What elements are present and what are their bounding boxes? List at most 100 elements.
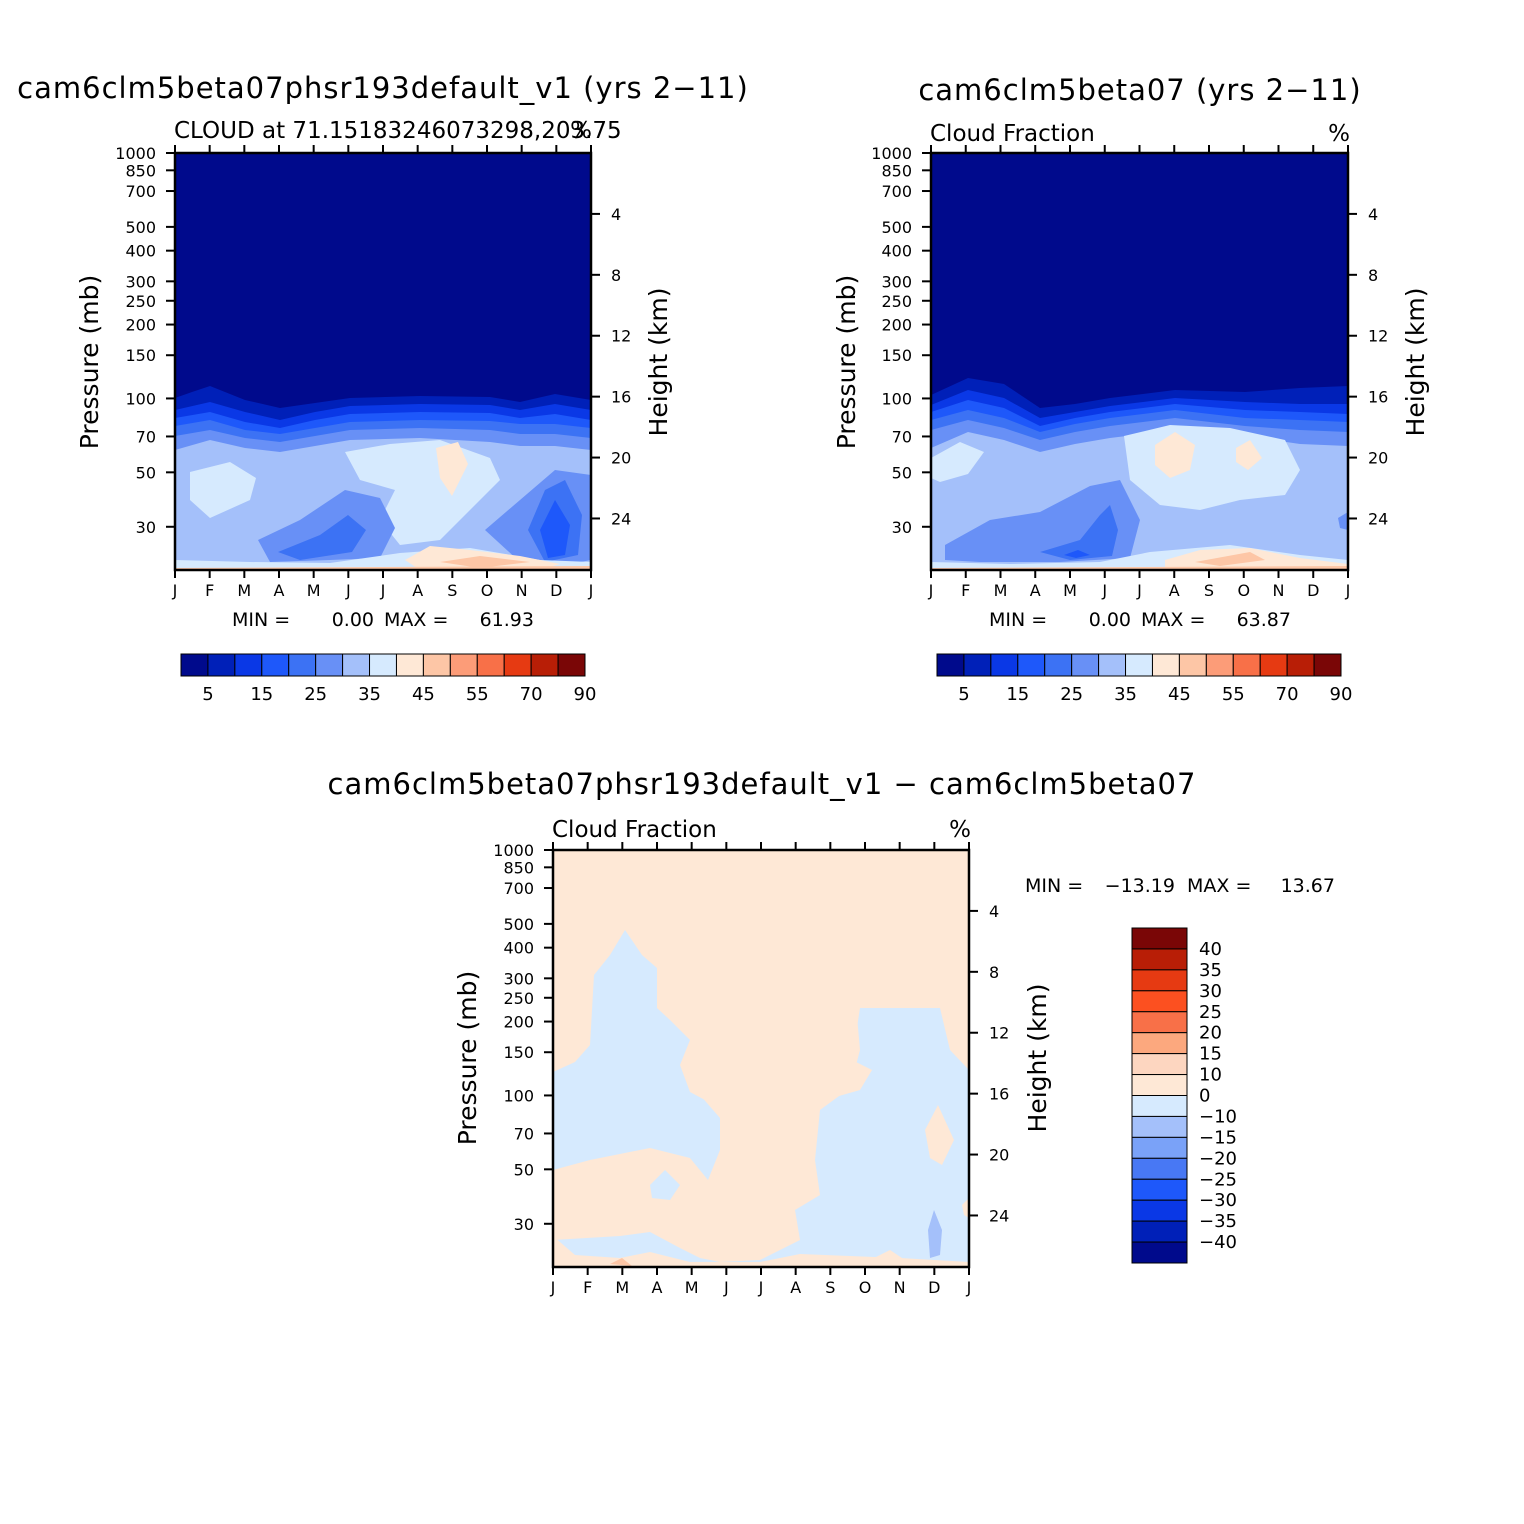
colorbar-swatch bbox=[476, 653, 505, 677]
colorbar-label: 35 bbox=[1114, 684, 1137, 705]
y-tick-label: 200 bbox=[125, 316, 156, 335]
x-tick-label: N bbox=[516, 581, 528, 600]
y-tick-label: 150 bbox=[125, 346, 156, 365]
colorbar-swatch bbox=[1131, 927, 1188, 950]
y-axis-label: Pressure (mb) bbox=[453, 971, 482, 1145]
colorbar-label: 25 bbox=[1060, 684, 1083, 705]
colorbar-swatch bbox=[369, 653, 397, 677]
y-tick-label: 200 bbox=[881, 316, 912, 335]
y-tick-label: 1000 bbox=[493, 841, 534, 860]
colorbar-swatch bbox=[1131, 1053, 1188, 1076]
y-tick-label: 850 bbox=[881, 161, 912, 180]
colorbar-label: −10 bbox=[1199, 1106, 1237, 1127]
colorbar-swatch bbox=[1131, 1199, 1188, 1222]
y2-tick-label: 12 bbox=[989, 1024, 1009, 1043]
y2-tick-label: 4 bbox=[1368, 205, 1378, 224]
x-tick-label: A bbox=[1169, 581, 1180, 600]
colorbar-label: 10 bbox=[1199, 1065, 1222, 1086]
x-tick-label: N bbox=[1273, 581, 1285, 600]
max-label: MAX = bbox=[1141, 609, 1205, 631]
x-tick-label: F bbox=[583, 1278, 592, 1297]
colorbar-label: 70 bbox=[1276, 684, 1299, 705]
colorbar-label: 90 bbox=[1330, 684, 1353, 705]
x-tick-label: J bbox=[1136, 581, 1142, 600]
x-tick-label: S bbox=[1204, 581, 1214, 600]
x-tick-label: A bbox=[652, 1278, 663, 1297]
y-tick-label: 1000 bbox=[871, 144, 912, 163]
y2-tick-label: 4 bbox=[611, 205, 621, 224]
contour-fill bbox=[650, 1170, 680, 1200]
y2-tick-label: 24 bbox=[989, 1206, 1009, 1225]
y-axis-label: Pressure (mb) bbox=[832, 275, 861, 449]
x-tick-label: J bbox=[172, 581, 178, 600]
colorbar-swatch bbox=[1259, 653, 1288, 677]
max-label: MAX = bbox=[1187, 875, 1251, 897]
panel-difference-title: cam6clm5beta07phsr193default_v1 − cam6cl… bbox=[328, 767, 1197, 801]
colorbar-control: 5 15 25 35 45 55 70 90 bbox=[936, 653, 1353, 705]
y2-tick-label: 12 bbox=[611, 327, 631, 346]
y-tick-label: 70 bbox=[514, 1124, 534, 1143]
panel-control: cam6clm5beta07 (yrs 2−11) Cloud Fraction… bbox=[832, 73, 1430, 705]
colorbar-swatch bbox=[1286, 653, 1315, 677]
colorbar-swatch bbox=[1131, 1178, 1188, 1201]
y-tick-label: 250 bbox=[881, 292, 912, 311]
contour-fill bbox=[610, 1258, 632, 1266]
y2-axis-label: Height (km) bbox=[1401, 288, 1430, 437]
y-tick-label: 70 bbox=[136, 427, 156, 446]
y-tick-label: 100 bbox=[881, 389, 912, 408]
contour-fill bbox=[1040, 505, 1118, 560]
y-tick-label: 700 bbox=[125, 182, 156, 201]
colorbar-label: −30 bbox=[1199, 1190, 1237, 1211]
x-tick-label: N bbox=[894, 1278, 906, 1297]
colorbar-label: 45 bbox=[412, 684, 435, 705]
contour-fill bbox=[553, 1005, 860, 1262]
colorbar-label: 15 bbox=[1006, 684, 1029, 705]
panel-test-subtitle-right: % bbox=[570, 118, 592, 144]
max-label: MAX = bbox=[384, 609, 448, 631]
min-value: −13.19 bbox=[1105, 875, 1175, 897]
panel-test-plot bbox=[175, 153, 591, 570]
colorbar-label: −40 bbox=[1199, 1232, 1237, 1253]
colorbar-label: 55 bbox=[466, 684, 489, 705]
y-tick-label: 150 bbox=[503, 1043, 534, 1062]
y2-axis-label: Height (km) bbox=[644, 288, 673, 437]
y-tick-label: 500 bbox=[503, 915, 534, 934]
x-tick-label: J bbox=[723, 1278, 729, 1297]
colorbar-swatch bbox=[990, 653, 1019, 677]
y-tick-label: 50 bbox=[892, 463, 912, 482]
panel-control-subtitle-left: Cloud Fraction bbox=[930, 121, 1095, 147]
colorbar-swatch bbox=[180, 653, 209, 677]
y-tick-label: 300 bbox=[125, 272, 156, 291]
panel-difference-plot bbox=[553, 850, 969, 1267]
y2-tick-label: 16 bbox=[1368, 388, 1388, 407]
colorbar-label: 15 bbox=[250, 684, 273, 705]
x-tick-label: M bbox=[1063, 581, 1077, 600]
y2-tick-label: 16 bbox=[611, 388, 631, 407]
colorbar-swatch bbox=[1131, 1136, 1188, 1159]
y-tick-label: 300 bbox=[881, 272, 912, 291]
y2-tick-label: 8 bbox=[611, 266, 621, 285]
panel-difference-subtitle-right: % bbox=[949, 817, 971, 843]
colorbar-label: −15 bbox=[1199, 1127, 1237, 1148]
y-tick-label: 700 bbox=[881, 182, 912, 201]
max-value: 63.87 bbox=[1237, 609, 1291, 631]
contour-fill bbox=[540, 500, 570, 558]
colorbar-label: 20 bbox=[1199, 1023, 1222, 1044]
colorbar-label: 5 bbox=[202, 684, 213, 705]
colorbar-label: −20 bbox=[1199, 1148, 1237, 1169]
contour-fill bbox=[258, 490, 395, 562]
x-tick-label: A bbox=[1030, 581, 1041, 600]
colorbar-label: 45 bbox=[1168, 684, 1191, 705]
colorbar-label: 15 bbox=[1199, 1044, 1222, 1065]
colorbar-label: 35 bbox=[1199, 960, 1222, 981]
panel-test-subtitle-left: CLOUD at 71.15183246073298,203.75 bbox=[174, 118, 622, 144]
x-tick-label: A bbox=[274, 581, 285, 600]
colorbar-label: 5 bbox=[958, 684, 969, 705]
x-tick-label: D bbox=[1307, 581, 1319, 600]
colorbar-label: 25 bbox=[1199, 1002, 1222, 1023]
colorbar-swatch bbox=[1131, 1011, 1188, 1034]
x-tick-label: M bbox=[237, 581, 251, 600]
